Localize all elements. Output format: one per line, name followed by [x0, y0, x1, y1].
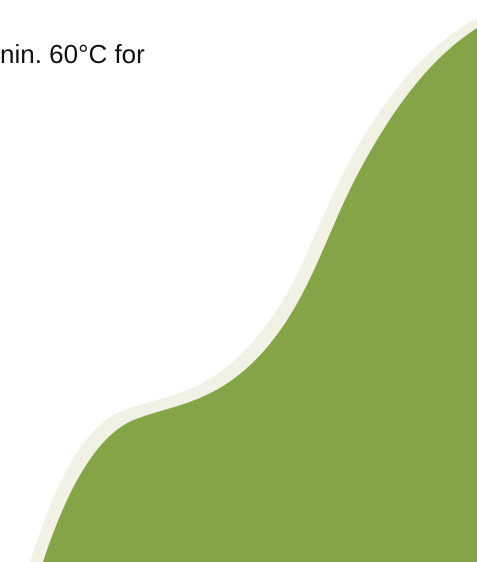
body-text-fragment: nin. 60°C for: [0, 39, 145, 69]
wave-fill-shape: [43, 28, 477, 562]
